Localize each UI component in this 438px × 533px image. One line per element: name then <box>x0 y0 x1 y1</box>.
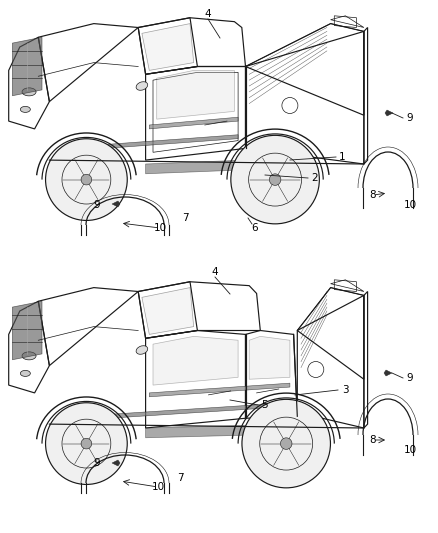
Text: 9: 9 <box>94 458 100 468</box>
Polygon shape <box>112 460 120 466</box>
Polygon shape <box>145 160 246 174</box>
Circle shape <box>231 135 319 224</box>
Circle shape <box>46 403 127 484</box>
Text: 9: 9 <box>407 373 413 383</box>
Polygon shape <box>142 288 194 334</box>
Polygon shape <box>112 201 120 207</box>
Text: 5: 5 <box>261 400 268 410</box>
Text: 1: 1 <box>339 152 345 162</box>
Circle shape <box>46 139 127 221</box>
Polygon shape <box>12 301 42 360</box>
Text: 7: 7 <box>182 213 188 223</box>
Text: 4: 4 <box>212 267 218 277</box>
Circle shape <box>81 438 92 449</box>
Text: 2: 2 <box>312 173 318 183</box>
Polygon shape <box>142 23 194 70</box>
Text: 7: 7 <box>177 473 184 483</box>
Text: 6: 6 <box>252 223 258 233</box>
Text: 3: 3 <box>342 385 348 395</box>
Ellipse shape <box>22 88 36 96</box>
Text: 10: 10 <box>152 482 165 492</box>
Ellipse shape <box>136 82 148 90</box>
Ellipse shape <box>136 346 148 354</box>
Text: 10: 10 <box>403 200 417 210</box>
Text: 9: 9 <box>407 113 413 123</box>
Circle shape <box>81 174 92 185</box>
Polygon shape <box>79 135 238 150</box>
Polygon shape <box>79 402 290 420</box>
Ellipse shape <box>20 107 30 112</box>
Polygon shape <box>157 70 234 119</box>
Polygon shape <box>385 110 393 116</box>
Polygon shape <box>149 383 290 397</box>
Text: 8: 8 <box>370 190 376 200</box>
Text: 10: 10 <box>403 445 417 455</box>
Text: 9: 9 <box>94 200 100 210</box>
Circle shape <box>269 174 281 185</box>
Polygon shape <box>12 37 42 96</box>
Text: 10: 10 <box>153 223 166 233</box>
Polygon shape <box>145 424 297 438</box>
Polygon shape <box>384 370 392 376</box>
Ellipse shape <box>22 352 36 360</box>
Polygon shape <box>153 336 238 385</box>
Ellipse shape <box>20 370 30 376</box>
Text: 4: 4 <box>205 9 211 19</box>
Circle shape <box>280 438 292 449</box>
Polygon shape <box>249 336 290 379</box>
Polygon shape <box>149 117 238 129</box>
Text: 8: 8 <box>370 435 376 445</box>
Circle shape <box>242 399 330 488</box>
